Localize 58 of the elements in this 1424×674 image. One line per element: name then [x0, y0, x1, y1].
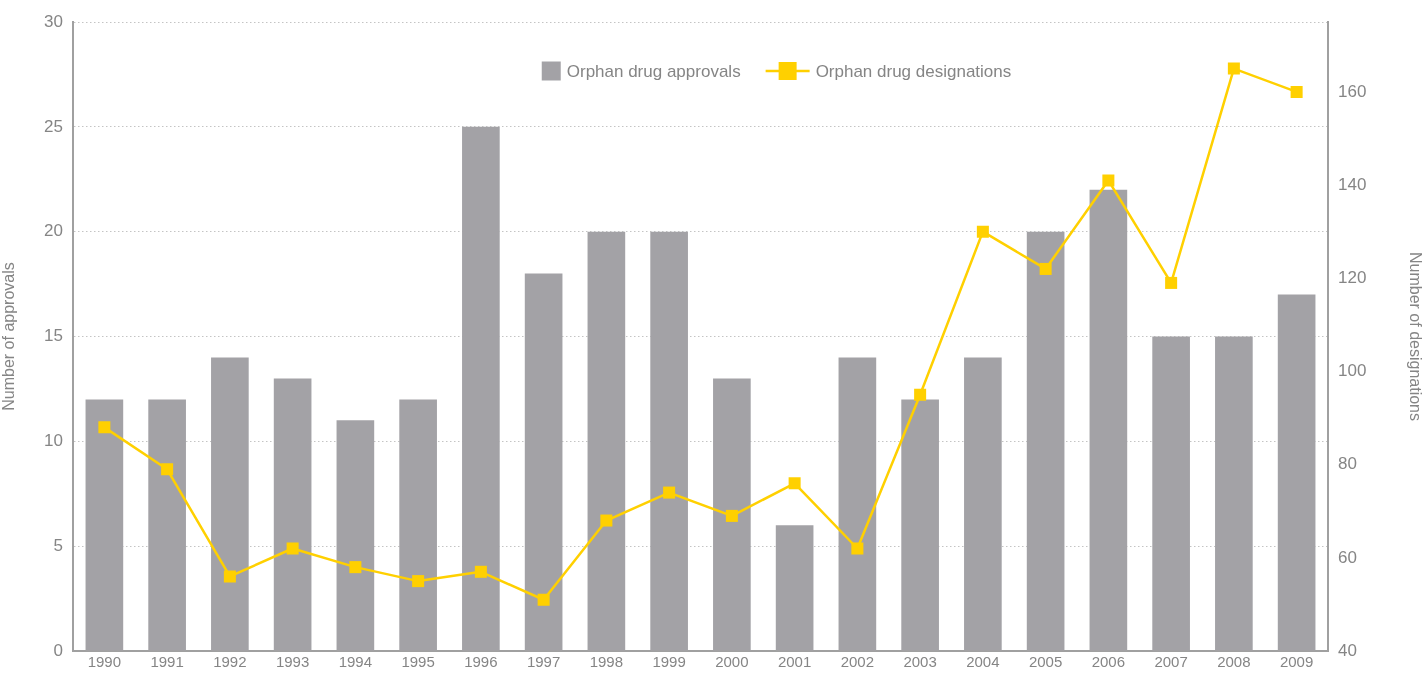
- y2-tick-label: 80: [1338, 454, 1357, 474]
- legend-label: Orphan drug designations: [815, 61, 1012, 81]
- point: [286, 542, 299, 555]
- point: [725, 509, 738, 522]
- y-tick-label: 10: [44, 431, 63, 451]
- x-tick-label: 2006: [1091, 653, 1126, 671]
- point: [914, 388, 927, 401]
- point: [600, 514, 613, 527]
- point: [851, 542, 864, 555]
- y-tick-label: 5: [53, 535, 63, 555]
- x-tick-label: 2005: [1028, 653, 1063, 671]
- x-tick-label: 1999: [652, 653, 686, 671]
- y2-tick-label: 160: [1338, 81, 1367, 101]
- y2-tick-label: 40: [1338, 640, 1357, 660]
- x-tick-label: 2003: [903, 653, 937, 671]
- point: [663, 486, 676, 499]
- x-tick-label: 2004: [966, 653, 1000, 671]
- point: [788, 477, 801, 490]
- point: [98, 421, 111, 434]
- point: [349, 561, 362, 574]
- x-tick-label: 2000: [715, 653, 749, 671]
- y-tick-label: 20: [44, 221, 63, 241]
- y-tick-label: 25: [44, 116, 63, 136]
- point: [1227, 62, 1240, 75]
- x-tick-label: 2008: [1217, 653, 1251, 671]
- x-tick-label: 2007: [1154, 653, 1188, 671]
- y2-tick-label: 60: [1338, 547, 1357, 567]
- point: [976, 225, 989, 238]
- point: [1102, 174, 1115, 187]
- point: [1039, 262, 1052, 275]
- x-tick-label: 1996: [464, 653, 498, 671]
- y-axis-title: Number of approvals: [0, 262, 18, 411]
- point: [537, 593, 550, 606]
- point: [1290, 85, 1303, 98]
- legend-label: Orphan drug approvals: [566, 61, 741, 81]
- y2-tick-label: 120: [1338, 267, 1367, 287]
- x-tick-label: 1990: [87, 653, 122, 671]
- point: [1165, 276, 1178, 289]
- point: [223, 570, 236, 583]
- x-tick-label: 1997: [526, 653, 561, 671]
- y-tick-label: 0: [53, 640, 63, 660]
- y2-tick-label: 100: [1338, 361, 1367, 381]
- y2-tick-label: 140: [1338, 174, 1367, 194]
- x-tick-label: 1994: [338, 653, 373, 671]
- x-tick-label: 2001: [777, 653, 812, 671]
- y-tick-label: 15: [44, 326, 63, 346]
- x-tick-label: 1991: [150, 653, 184, 671]
- y2-axis-title: Number of designations: [1406, 252, 1424, 421]
- x-tick-label: 1993: [275, 653, 310, 671]
- x-tick-label: 2002: [840, 653, 875, 671]
- point: [474, 565, 487, 578]
- x-tick-label: 2009: [1279, 653, 1314, 671]
- point: [161, 463, 174, 476]
- point: [412, 575, 425, 588]
- x-tick-label: 1998: [589, 653, 624, 671]
- x-tick-label: 1992: [213, 653, 247, 671]
- y-tick-label: 30: [44, 11, 63, 31]
- x-tick-label: 1995: [401, 653, 435, 671]
